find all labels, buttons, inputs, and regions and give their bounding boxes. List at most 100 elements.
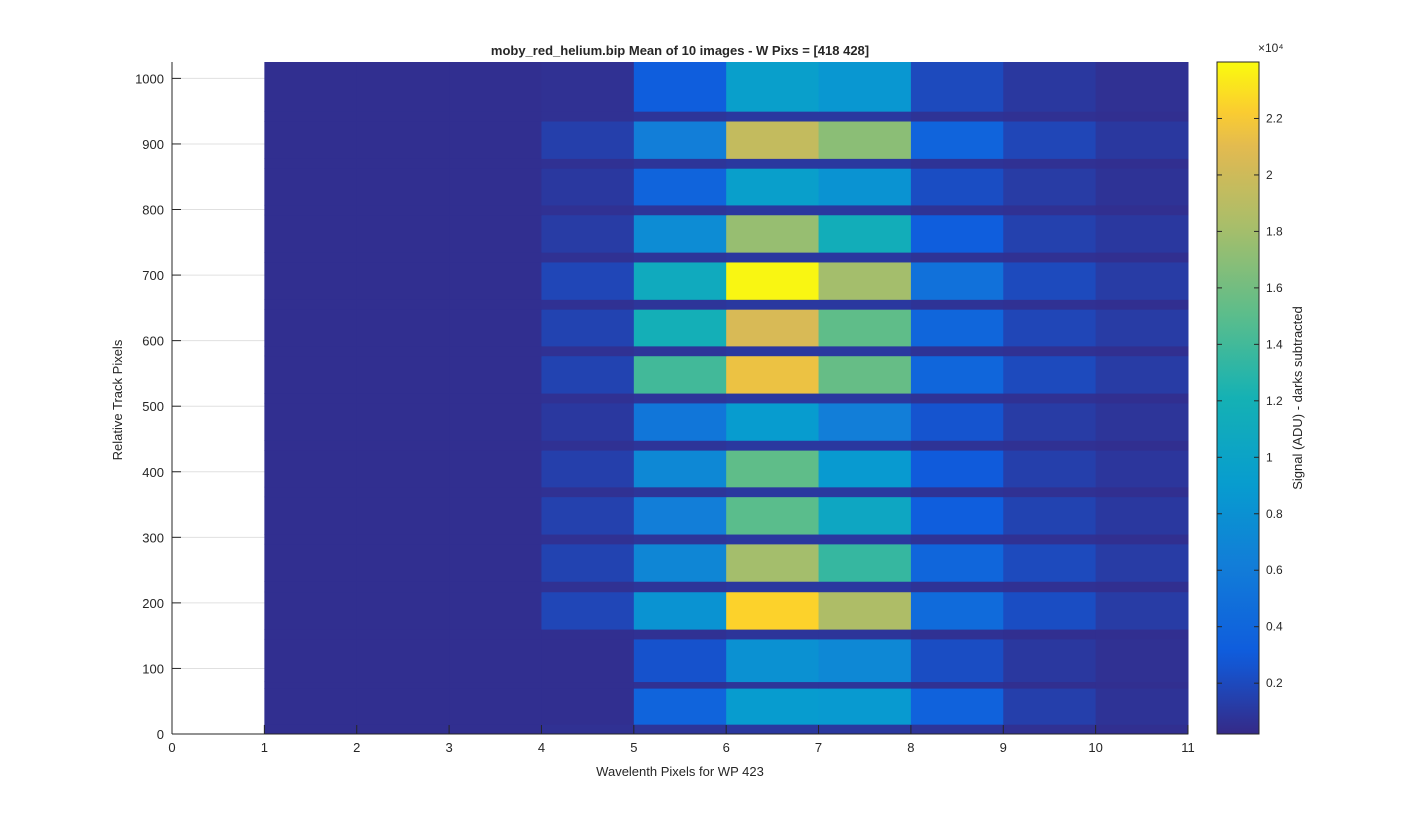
heatmap-cell	[264, 345, 358, 357]
heatmap-cell	[910, 402, 1004, 441]
x-tick-label: 9	[1000, 740, 1007, 755]
heatmap-cell	[449, 402, 542, 441]
heatmap-cell	[449, 355, 542, 394]
heatmap-cell	[633, 681, 727, 689]
heatmap-cell	[541, 355, 635, 394]
heatmap-cell	[541, 62, 635, 112]
heatmap-cell	[264, 486, 358, 498]
heatmap-cell	[633, 252, 727, 263]
colorbar-tick-label: 1.8	[1266, 224, 1283, 238]
heatmap-cell	[910, 158, 1004, 169]
colorbar-exponent: ×10⁴	[1258, 41, 1284, 55]
heatmap-cell	[910, 393, 1004, 404]
x-tick-label: 4	[538, 740, 545, 755]
heatmap-cell	[449, 204, 542, 216]
y-tick-label: 1000	[135, 71, 164, 86]
x-tick-label: 8	[907, 740, 914, 755]
heatmap-cell	[541, 345, 635, 357]
heatmap-cell	[910, 724, 1004, 735]
heatmap-cell	[356, 688, 450, 725]
heatmap-cell	[1095, 629, 1189, 640]
heatmap-cell	[1003, 214, 1097, 253]
heatmap-cell	[356, 261, 450, 300]
heatmap-cell	[818, 724, 912, 735]
heatmap-cell	[633, 299, 727, 310]
y-tick-label: 500	[142, 399, 164, 414]
colorbar-tick-label: 2	[1266, 168, 1273, 182]
heatmap-cell	[633, 486, 727, 498]
heatmap-cell	[1095, 158, 1189, 169]
x-tick-label: 11	[1181, 740, 1195, 755]
heatmap-cell	[910, 486, 1004, 498]
heatmap-cell	[541, 591, 635, 630]
heatmap-cell	[1003, 496, 1097, 535]
heatmap-cell	[910, 62, 1004, 112]
colorbar-tick-label: 0.4	[1266, 620, 1283, 634]
heatmap-cell	[356, 309, 450, 347]
heatmap-cell	[264, 214, 358, 253]
heatmap-cell	[356, 581, 450, 593]
heatmap-cell	[449, 62, 542, 112]
heatmap-cell	[264, 638, 358, 683]
heatmap-cell	[633, 581, 727, 593]
y-tick-label: 900	[142, 137, 164, 152]
heatmap-cell	[726, 261, 820, 300]
heatmap-cell	[541, 450, 635, 488]
y-tick-label: 300	[142, 530, 164, 545]
heatmap-cell	[910, 261, 1004, 300]
heatmap-cell	[633, 204, 727, 216]
axes: 0 1 2 3 4 5 6 7 8 9 10 11 0 100 200 300 400 500 600 700 800 9…	[135, 62, 1195, 755]
y-tick-label: 600	[142, 334, 164, 349]
heatmap-cell	[1095, 591, 1189, 630]
heatmap-cell	[633, 543, 727, 582]
heatmap-cell	[1003, 299, 1097, 310]
heatmap-cell	[356, 214, 450, 253]
heatmap-cell	[356, 158, 450, 169]
heatmap-cell	[541, 402, 635, 441]
heatmap-cell	[356, 543, 450, 582]
heatmap-cell	[541, 158, 635, 169]
heatmap-cell	[541, 629, 635, 640]
heatmap-cell	[541, 638, 635, 683]
heatmap-cell	[356, 629, 450, 640]
heatmap-cell	[818, 355, 912, 394]
heatmap-cell	[1095, 299, 1189, 310]
heatmap-cell	[264, 168, 358, 206]
y-tick-label: 700	[142, 268, 164, 283]
heatmap-cell	[910, 345, 1004, 357]
heatmap-cell	[910, 638, 1004, 683]
heatmap-cell	[1003, 450, 1097, 488]
heatmap-cell	[1095, 543, 1189, 582]
heatmap-cell	[541, 486, 635, 498]
heatmap-cell	[633, 214, 727, 253]
heatmap-cell	[633, 121, 727, 159]
heatmap-cell	[449, 543, 542, 582]
heatmap-cell	[726, 204, 820, 216]
heatmap-cell	[910, 591, 1004, 630]
heatmap-cell	[449, 486, 542, 498]
heatmap-cell	[726, 450, 820, 488]
heatmap-cell	[356, 402, 450, 441]
heatmap-cell	[1003, 62, 1097, 112]
heatmap-cell	[449, 638, 542, 683]
heatmap-cell	[633, 261, 727, 300]
heatmap-cell	[1003, 111, 1097, 122]
heatmap-cell	[818, 204, 912, 216]
heatmap-cell	[818, 158, 912, 169]
heatmap-cell	[818, 214, 912, 253]
heatmap-cell	[449, 158, 542, 169]
heatmap-cell	[264, 355, 358, 394]
heatmap-cell	[910, 688, 1004, 725]
heatmap-cell	[356, 534, 450, 545]
heatmap-cell	[1003, 681, 1097, 689]
heatmap-cell	[1095, 496, 1189, 535]
heatmap-cell	[633, 168, 727, 206]
heatmap-cell	[356, 345, 450, 357]
heatmap-cell	[818, 543, 912, 582]
heatmap-cell	[1095, 252, 1189, 263]
heatmap-cell	[356, 299, 450, 310]
heatmap-cell	[910, 534, 1004, 545]
heatmap-cell	[726, 591, 820, 630]
heatmap-cell	[1003, 638, 1097, 683]
colorbar-tick-label: 1.4	[1266, 337, 1283, 351]
